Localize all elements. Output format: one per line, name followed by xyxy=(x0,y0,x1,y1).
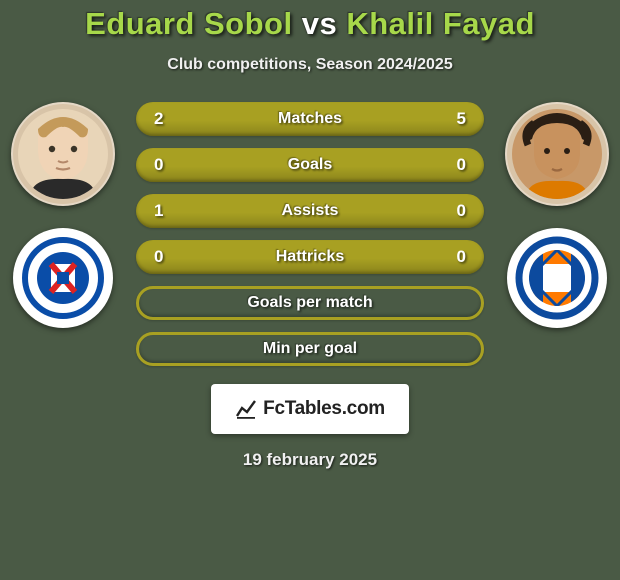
right-column xyxy=(502,102,612,328)
player2-club-crest xyxy=(507,228,607,328)
crest-icon xyxy=(21,236,105,320)
stat-value-left: 2 xyxy=(154,102,163,136)
source-logo: FcTables.com xyxy=(211,384,409,434)
player2-avatar xyxy=(505,102,609,206)
stat-bar: Min per goal xyxy=(136,332,484,366)
stat-label: Goals per match xyxy=(247,294,372,312)
subtitle: Club competitions, Season 2024/2025 xyxy=(0,56,620,74)
stat-value-right: 0 xyxy=(457,148,466,182)
face-icon xyxy=(512,109,602,199)
title-player2: Khalil Fayad xyxy=(346,6,535,41)
stat-bar: Assists 1 0 xyxy=(136,194,484,228)
stat-value-right: 5 xyxy=(457,102,466,136)
stat-label: Matches xyxy=(278,110,342,128)
chart-icon xyxy=(235,398,257,420)
stats-area: Matches25Goals00Assists10Hattricks00Goal… xyxy=(0,102,620,366)
player1-avatar xyxy=(11,102,115,206)
stat-value-left: 0 xyxy=(154,240,163,274)
stat-value-left: 0 xyxy=(154,148,163,182)
stat-value-left: 1 xyxy=(154,194,163,228)
stat-value-right: 0 xyxy=(457,194,466,228)
stat-bar: Matches 2 5 xyxy=(136,102,484,136)
stat-bar: Hattricks 0 0 xyxy=(136,240,484,274)
stat-label: Assists xyxy=(282,202,339,220)
stat-bar: Goals per match xyxy=(136,286,484,320)
face-icon xyxy=(18,109,108,199)
title-vs: vs xyxy=(302,6,337,41)
left-column xyxy=(8,102,118,328)
stat-label: Min per goal xyxy=(263,340,357,358)
logo-text: FcTables.com xyxy=(263,398,385,420)
player1-club-crest xyxy=(13,228,113,328)
page-title: Eduard Sobol vs Khalil Fayad xyxy=(0,6,620,42)
stat-bars: Matches25Goals00Assists10Hattricks00Goal… xyxy=(136,102,484,366)
stat-value-right: 0 xyxy=(457,240,466,274)
stat-label: Goals xyxy=(288,156,332,174)
stat-label: Hattricks xyxy=(276,248,344,266)
stat-bar: Goals 0 0 xyxy=(136,148,484,182)
title-player1: Eduard Sobol xyxy=(85,6,293,41)
comparison-card: Eduard Sobol vs Khalil Fayad Club compet… xyxy=(0,0,620,580)
crest-icon xyxy=(515,236,599,320)
date-label: 19 february 2025 xyxy=(0,450,620,470)
